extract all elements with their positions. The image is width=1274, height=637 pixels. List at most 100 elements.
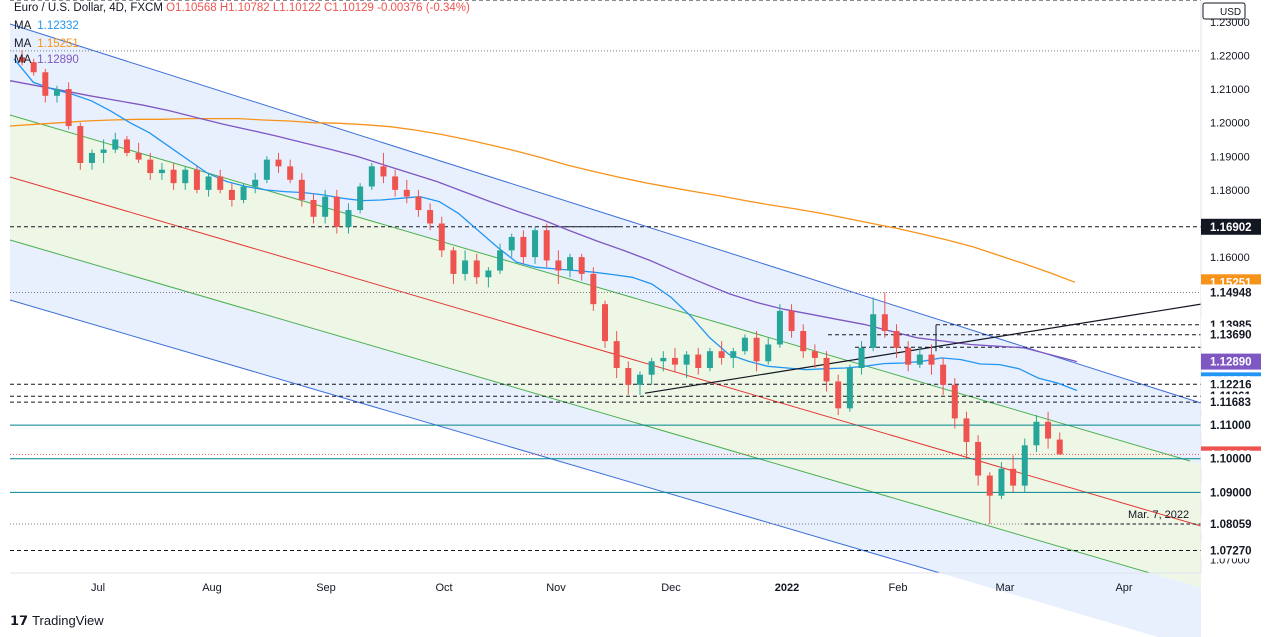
tradingview-brand[interactable]: 𝟭𝟳 TradingView — [10, 613, 104, 629]
candle — [765, 337, 772, 365]
candle — [1033, 415, 1040, 453]
candle — [485, 267, 492, 288]
candle-body — [963, 418, 970, 442]
time-tick-label: Aug — [202, 582, 222, 594]
candle-body — [858, 347, 865, 368]
candle — [263, 156, 270, 184]
candle-body — [508, 236, 515, 251]
candle-body — [636, 374, 643, 385]
price-label-text: 1.12890 — [1210, 357, 1252, 369]
candle — [427, 203, 434, 231]
candle-body — [310, 199, 317, 217]
candle — [776, 304, 783, 348]
candle — [508, 233, 515, 258]
time-axis[interactable]: Jul Aug Sep Oct Nov Dec 2022 Feb Mar Apr — [10, 572, 1201, 594]
candle — [1010, 455, 1017, 493]
candle-body — [811, 351, 818, 358]
horizontal-levels — [10, 0, 1201, 551]
candle — [636, 371, 643, 395]
candle — [88, 149, 95, 170]
price-label: 1.12890 — [1201, 353, 1261, 370]
candle — [100, 139, 107, 163]
symbol-title[interactable]: Euro / U.S. Dollar, 4D, FXCM — [14, 2, 163, 14]
candle — [905, 341, 912, 372]
candle — [1021, 438, 1028, 493]
candle-body — [403, 189, 410, 197]
price-label-text: 1.09000 — [1210, 487, 1252, 499]
candle-body — [706, 351, 713, 368]
price-tick-label: 1.19000 — [1210, 151, 1250, 163]
candle — [858, 341, 865, 375]
candle — [986, 472, 993, 524]
time-tick-label: Feb — [889, 582, 908, 594]
candle — [322, 189, 329, 224]
candle-body — [730, 351, 737, 358]
price-tick-label: 1.16000 — [1210, 252, 1250, 264]
price-label-box — [1201, 450, 1261, 467]
candle-body — [427, 210, 434, 224]
candle-body — [217, 176, 224, 190]
candle — [205, 173, 212, 197]
candle-body — [555, 260, 562, 271]
ma-value: 1.15251 — [37, 38, 79, 50]
price-axis[interactable]: 1.070001.090001.100001.110001.160001.180… — [1200, 0, 1274, 637]
candle-body — [765, 344, 772, 362]
price-label-text: 1.11683 — [1210, 397, 1251, 409]
candle — [392, 169, 399, 197]
currency-badge: USD — [1202, 2, 1246, 20]
support-trendline — [644, 303, 1202, 394]
currency-badge-box — [1202, 2, 1246, 20]
candle — [532, 226, 539, 264]
candle — [112, 132, 119, 153]
candle-body — [578, 257, 585, 274]
ma-label: MA — [14, 54, 32, 66]
candles — [19, 50, 1063, 524]
channel-lower-line — [9, 299, 941, 574]
ohlc-values: O1.10568 H1.10782 L1.10122 C1.10129 -0.0… — [166, 2, 470, 14]
candle — [147, 152, 154, 180]
channel-green-line-2 — [9, 239, 1151, 574]
price-label: 1.11000 — [1201, 417, 1261, 434]
candle-body — [392, 176, 399, 190]
candle-body — [905, 347, 912, 365]
price-label-box — [1201, 284, 1261, 301]
ma-legend-3[interactable]: MA 1.12890 — [14, 54, 79, 66]
price-label-box — [1201, 394, 1261, 411]
time-tick-label: Oct — [435, 582, 452, 594]
candle-body — [998, 468, 1005, 496]
price-label-text: 1.11000 — [1210, 420, 1251, 432]
candle — [520, 230, 527, 264]
channel-band-mid-lower — [10, 177, 1201, 588]
candle — [730, 347, 737, 368]
tradingview-logo-icon: 𝟭𝟳 — [10, 613, 29, 628]
price-tick-label: 1.20000 — [1210, 118, 1250, 130]
candle — [450, 247, 457, 284]
candle — [287, 159, 294, 184]
price-label-box — [1201, 353, 1261, 370]
candle — [473, 253, 480, 284]
candle — [590, 267, 597, 311]
price-label-box — [1201, 515, 1261, 532]
candle — [53, 85, 60, 103]
ma-legend-1[interactable]: MA 1.12332 — [14, 20, 79, 32]
candle — [928, 344, 935, 375]
price-label-text: 1.13690 — [1210, 330, 1252, 342]
candle-body — [345, 210, 352, 227]
candle-body — [252, 179, 259, 187]
candle-body — [298, 179, 305, 200]
candle-body — [648, 361, 655, 375]
currency-label: USD — [1220, 7, 1241, 18]
candle — [403, 179, 410, 204]
ma-legend-2[interactable]: MA 1.15251 — [14, 38, 79, 50]
candle-body — [42, 72, 49, 96]
candle-body — [613, 341, 620, 368]
candle-body — [1021, 445, 1028, 486]
ma-value: 1.12890 — [37, 54, 79, 66]
candle-body — [368, 166, 375, 187]
candle — [310, 193, 317, 224]
trendlines — [644, 303, 1202, 525]
candle — [368, 162, 375, 190]
candle-body — [683, 354, 690, 365]
candle-body — [30, 62, 37, 73]
